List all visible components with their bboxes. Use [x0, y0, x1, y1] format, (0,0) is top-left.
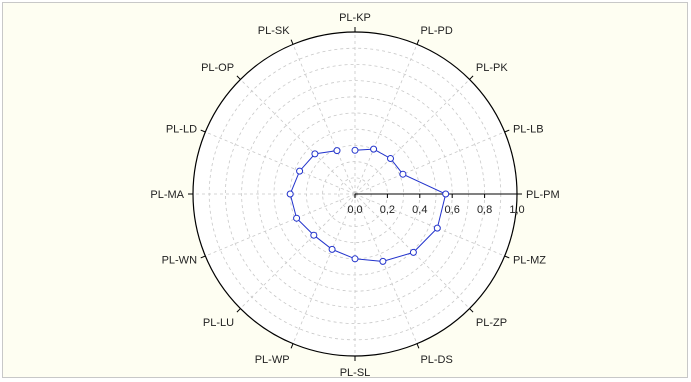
- outer-tick: [200, 129, 206, 133]
- grid-spoke: [354, 131, 505, 195]
- category-label-pl-mz: PL-MZ: [513, 254, 546, 266]
- data-point-pl-zp: [409, 248, 417, 256]
- radar-chart: PL-KP PL-PD PL-PK PL-LB PL-PM PL-MZ PL-ZP PL-DS…: [150, 12, 559, 379]
- data-point-pl-sk: [333, 147, 341, 155]
- category-label-pl-wn: PL-WN: [162, 254, 198, 266]
- radial-axis: 0,0 0,2 0,4 0,6 0,8 1,0: [347, 193, 525, 216]
- grid-spoke: [292, 193, 356, 344]
- outer-tick: [469, 308, 474, 313]
- category-label-pl-ld: PL-LD: [166, 124, 197, 136]
- grid-spoke: [292, 44, 356, 195]
- outer-tick: [504, 255, 510, 259]
- grid-spoke: [354, 193, 505, 257]
- outer-tick-marks: [188, 27, 522, 361]
- radial-tick-label: 0,2: [380, 204, 395, 216]
- category-label-pl-lu: PL-LU: [203, 317, 234, 329]
- data-point-pl-pd: [370, 145, 378, 153]
- radial-tick-label: 1,0: [509, 204, 524, 216]
- outer-tick: [469, 75, 474, 80]
- outer-tick: [236, 75, 241, 80]
- grid-spoke: [354, 79, 470, 195]
- grid-spoke: [240, 193, 356, 309]
- data-point-pl-ds: [379, 257, 387, 265]
- category-label-pl-pm: PL-PM: [526, 189, 560, 201]
- data-point-pl-kp: [351, 146, 359, 154]
- grid-spoke: [205, 193, 356, 257]
- data-point-pl-op: [311, 150, 319, 158]
- series-line: [289, 148, 447, 262]
- category-label-pl-pk: PL-PK: [476, 62, 508, 74]
- category-label-pl-op: PL-OP: [201, 62, 234, 74]
- category-labels: PL-KP PL-PD PL-PK PL-LB PL-PM PL-MZ PL-ZP PL-DS…: [150, 12, 559, 379]
- category-label-pl-sl: PL-SL: [340, 367, 371, 379]
- outer-tick: [200, 255, 206, 259]
- data-point-pl-wp: [328, 245, 336, 253]
- data-point-pl-ld: [296, 167, 304, 175]
- grid-spoke: [354, 44, 418, 195]
- category-label-pl-zp: PL-ZP: [476, 317, 507, 329]
- outer-tick: [416, 39, 420, 45]
- data-point-pl-mz: [433, 224, 441, 232]
- radial-tick-label: 0,0: [347, 204, 362, 216]
- category-label-pl-kp: PL-KP: [339, 12, 371, 24]
- data-point-pl-ma: [286, 190, 294, 198]
- data-point-pl-lb: [399, 170, 407, 178]
- radial-tick-label: 0,6: [445, 204, 460, 216]
- outer-tick: [290, 343, 294, 349]
- outer-tick: [416, 343, 420, 349]
- outer-tick: [504, 129, 510, 133]
- category-label-pl-wp: PL-WP: [255, 354, 290, 366]
- chart-frame: PL-KP PL-PD PL-PK PL-LB PL-PM PL-MZ PL-ZP PL-DS…: [2, 2, 688, 379]
- grid-spoke: [240, 79, 356, 195]
- grid-spoke: [205, 131, 356, 195]
- outer-tick: [236, 308, 241, 313]
- radial-tick-label: 0,8: [477, 204, 492, 216]
- radial-tick-label: 0,4: [412, 204, 427, 216]
- data-point-pl-sl: [351, 255, 359, 263]
- data-series: [286, 145, 450, 265]
- category-label-pl-lb: PL-LB: [513, 124, 544, 136]
- category-label-pl-ds: PL-DS: [420, 354, 452, 366]
- outer-tick: [290, 39, 294, 45]
- category-label-pl-ma: PL-MA: [150, 189, 184, 201]
- data-point-pl-lu: [310, 231, 318, 239]
- data-point-pl-pk: [387, 155, 394, 162]
- category-label-pl-pd: PL-PD: [420, 25, 452, 37]
- category-label-pl-sk: PL-SK: [258, 25, 290, 37]
- data-point-pl-wn: [293, 214, 301, 222]
- grid-spoke: [354, 193, 418, 344]
- data-point-pl-pm: [442, 190, 450, 198]
